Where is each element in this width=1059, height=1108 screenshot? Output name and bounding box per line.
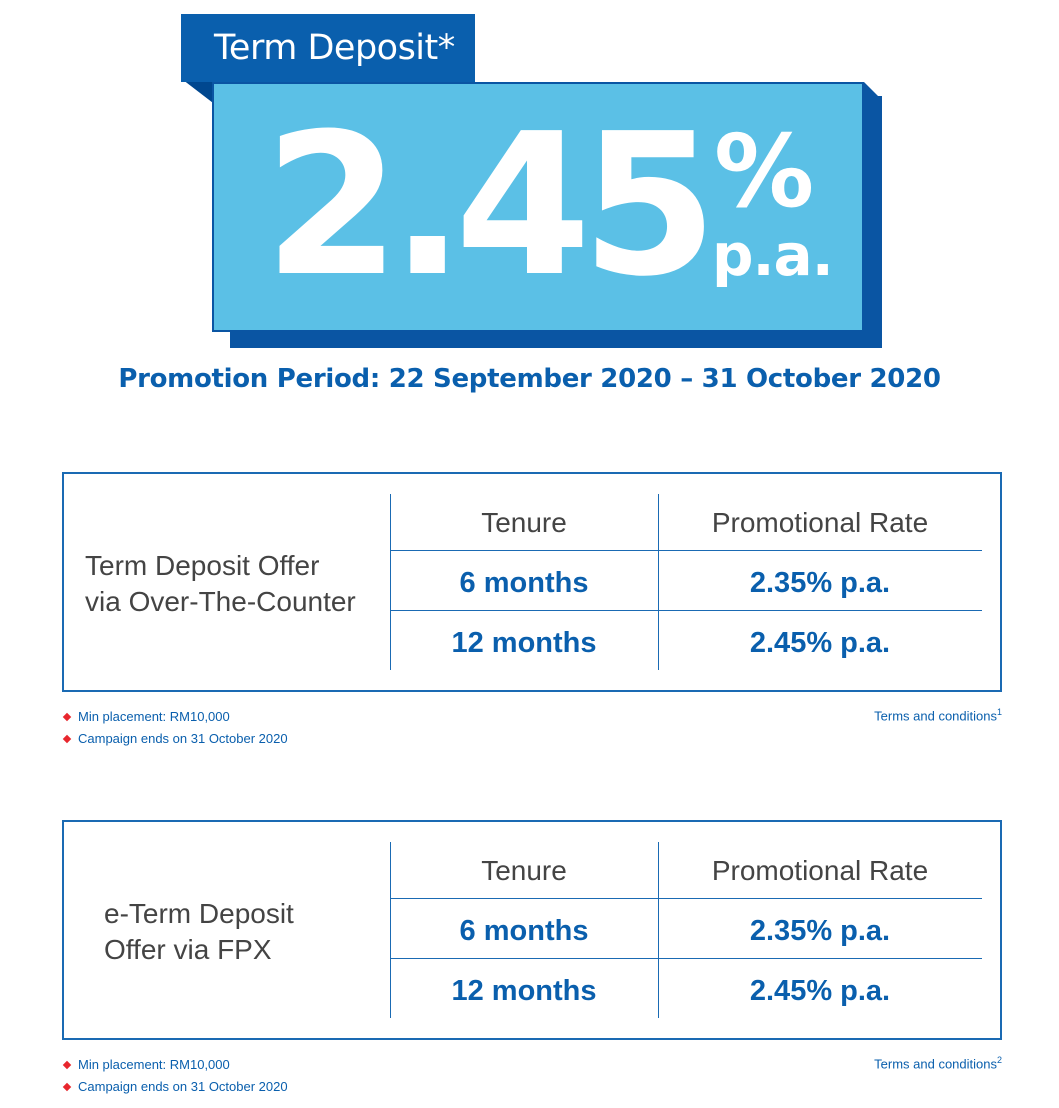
column-header-rate: Promotional Rate [711,507,929,538]
column-header-tenure: Tenure [481,507,567,538]
terms-link-label[interactable]: Terms and conditions [874,708,997,724]
column-header-tenure: Tenure [481,855,567,886]
per-annum-label: p.a. [712,221,834,289]
table-divider [390,898,982,899]
rate-cell: 2.45% p.a. [749,627,891,659]
table-divider [658,494,659,670]
offer-table-fpx: e-Term Deposit Offer via FPX Tenure Prom… [62,820,1002,1040]
terms-ref: 1 [996,707,1002,717]
rate-table: Tenure Promotional Rate 6 months 2.35% p… [390,842,982,1018]
percent-sign: % [714,113,815,230]
offer-notes: Min placement: RM10,000 Campaign ends on… [62,707,1002,759]
table-divider [390,550,982,551]
offer-table-otc: Term Deposit Offer via Over-The-Counter … [62,472,1002,692]
rate-cell: 2.45% p.a. [749,975,891,1007]
table-divider [390,842,391,1018]
note-text: Min placement: RM10,000 [78,709,230,724]
rate-table: Tenure Promotional Rate 6 months 2.35% p… [390,494,982,670]
offer-title: Term Deposit Offer via Over-The-Counter [85,550,356,617]
tenure-cell: 12 months [451,627,597,659]
table-divider [658,842,659,1018]
diamond-bullet-icon [62,734,72,744]
promo-banner: Term Deposit* 2.45 % p.a. [0,0,1059,360]
rate-box-side [864,82,882,348]
note-item: Campaign ends on 31 October 2020 [62,731,288,746]
headline-rate: 2.45 [264,92,718,320]
terms-link-label[interactable]: Terms and conditions [874,1056,997,1072]
offer-notes: Min placement: RM10,000 Campaign ends on… [62,1055,1002,1107]
product-tag: Term Deposit* [181,14,475,82]
tenure-cell: 6 months [459,915,589,947]
offer-title: e-Term Deposit Offer via FPX [104,898,294,965]
promotion-period: Promotion Period: 22 September 2020 – 31… [118,364,941,394]
note-item: Min placement: RM10,000 [62,1057,230,1072]
note-item: Campaign ends on 31 October 2020 [62,1079,288,1094]
diamond-bullet-icon [62,712,72,722]
terms-ref: 2 [996,1055,1002,1065]
rate-cell: 2.35% p.a. [749,567,891,599]
note-text: Campaign ends on 31 October 2020 [78,1079,288,1094]
note-item: Min placement: RM10,000 [62,709,230,724]
diamond-bullet-icon [62,1060,72,1070]
terms-link[interactable]: Terms and conditions1 [874,707,1002,723]
tenure-cell: 6 months [459,567,589,599]
column-header-rate: Promotional Rate [711,855,929,886]
tenure-cell: 12 months [451,975,597,1007]
rate-box [212,82,864,332]
note-text: Min placement: RM10,000 [78,1057,230,1072]
table-divider [390,494,391,670]
diamond-bullet-icon [62,1082,72,1092]
table-divider [390,958,982,959]
terms-link[interactable]: Terms and conditions2 [874,1055,1002,1071]
table-divider [390,610,982,611]
note-text: Campaign ends on 31 October 2020 [78,731,288,746]
rate-cell: 2.35% p.a. [749,915,891,947]
